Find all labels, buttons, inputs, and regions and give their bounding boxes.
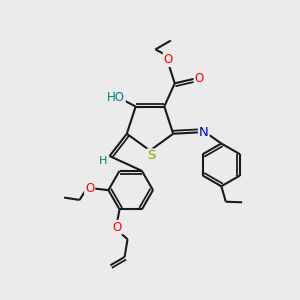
Text: O: O	[194, 72, 204, 86]
Text: HO: HO	[107, 91, 125, 104]
Text: H: H	[99, 156, 107, 167]
Text: N: N	[199, 126, 209, 139]
Text: O: O	[85, 182, 94, 195]
Text: S: S	[147, 149, 156, 162]
Text: O: O	[164, 53, 173, 66]
Text: O: O	[112, 221, 122, 234]
